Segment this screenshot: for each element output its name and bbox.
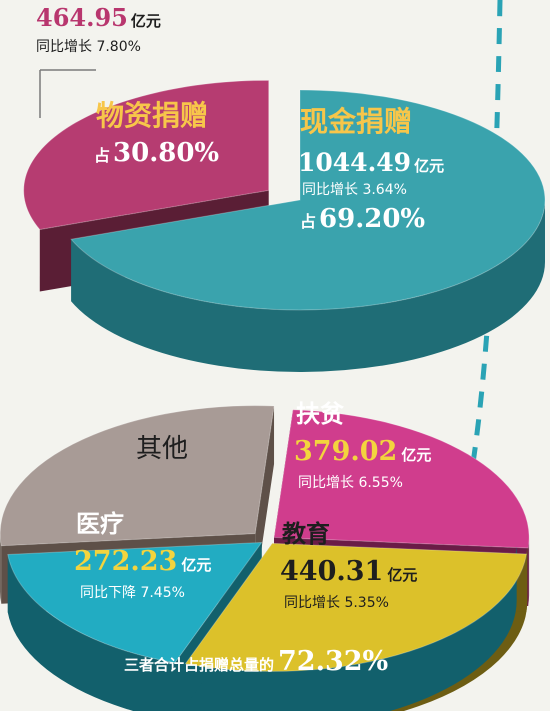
donation-type-pie-side-1 [71,200,545,372]
donation-use-pie-slice-0 [0,405,275,547]
poverty-label: 扶贫 [296,400,344,428]
material-growth: 同比增长 7.80% [36,39,141,55]
donation-type-pie-slice-1 [70,89,546,311]
cash-amount: 1044.49 亿元 [298,148,445,177]
education-amount: 440.31 亿元 [280,556,418,587]
material-share: 占 30.80% [94,138,220,168]
donation-use-pie-slice-2 [184,542,528,672]
cash-share: 占 69.20% [300,204,426,234]
other-label: 其他 [136,434,189,464]
education-label: 教育 [282,520,330,548]
donation-type-pie-slice-0 [23,79,270,231]
donation-use-pie-slice-3 [7,541,263,664]
cash-label: 现金捐赠 [300,105,413,138]
donation-use-pie-side-wrap-1 [528,537,530,606]
medical-amount: 272.23 亿元 [74,546,212,577]
donation-use-pie-slice-1 [273,409,530,549]
combined-share-footnote: 三者合计占捐赠总量的 72.32% [124,646,389,677]
material-label: 物资捐赠 [96,99,209,132]
medical-growth: 同比下降 7.45% [80,585,185,601]
donation-use-pie-side-wrap-3 [7,542,517,711]
education-growth: 同比增长 5.35% [284,595,389,611]
cash-growth: 同比增长 3.64% [302,182,407,198]
poverty-amount: 379.02 亿元 [294,436,432,467]
material-amount: 464.95 亿元 [36,3,161,32]
medical-label: 医疗 [76,510,124,538]
donation-use-pie-side-0 [0,533,2,604]
poverty-growth: 同比增长 6.55% [298,475,403,491]
